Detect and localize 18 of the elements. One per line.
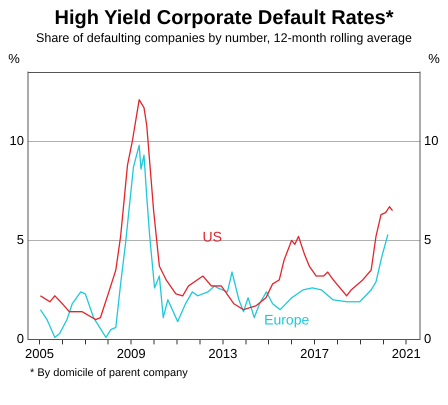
- y2-tick-label: 10: [424, 132, 438, 148]
- y2-axis-title: %: [428, 51, 440, 66]
- y-axis-title: %: [8, 51, 20, 66]
- y2-tick-label: 0: [424, 330, 432, 346]
- y-tick-label: 5: [16, 232, 24, 247]
- chart-subtitle: Share of defaulting companies by number, 12-month rolling average: [35, 30, 413, 46]
- text: * By domicile of parent company: [30, 366, 189, 381]
- chart-title: High Yield Corporate Default Rates*: [54, 6, 394, 30]
- y-tick-label: 10: [10, 132, 24, 148]
- y-tick-label: 0: [16, 330, 24, 346]
- x-tick-label: 2005: [25, 346, 54, 361]
- x-tick-label: 2017: [300, 346, 330, 361]
- series-label: Europe: [264, 312, 310, 328]
- x-tick-label: 2021: [392, 346, 421, 361]
- y2-tick-label: 5: [424, 232, 432, 247]
- text: US: [202, 228, 222, 245]
- x-tick-label: 2009: [116, 346, 146, 361]
- x-tick-label: 2013: [208, 346, 238, 361]
